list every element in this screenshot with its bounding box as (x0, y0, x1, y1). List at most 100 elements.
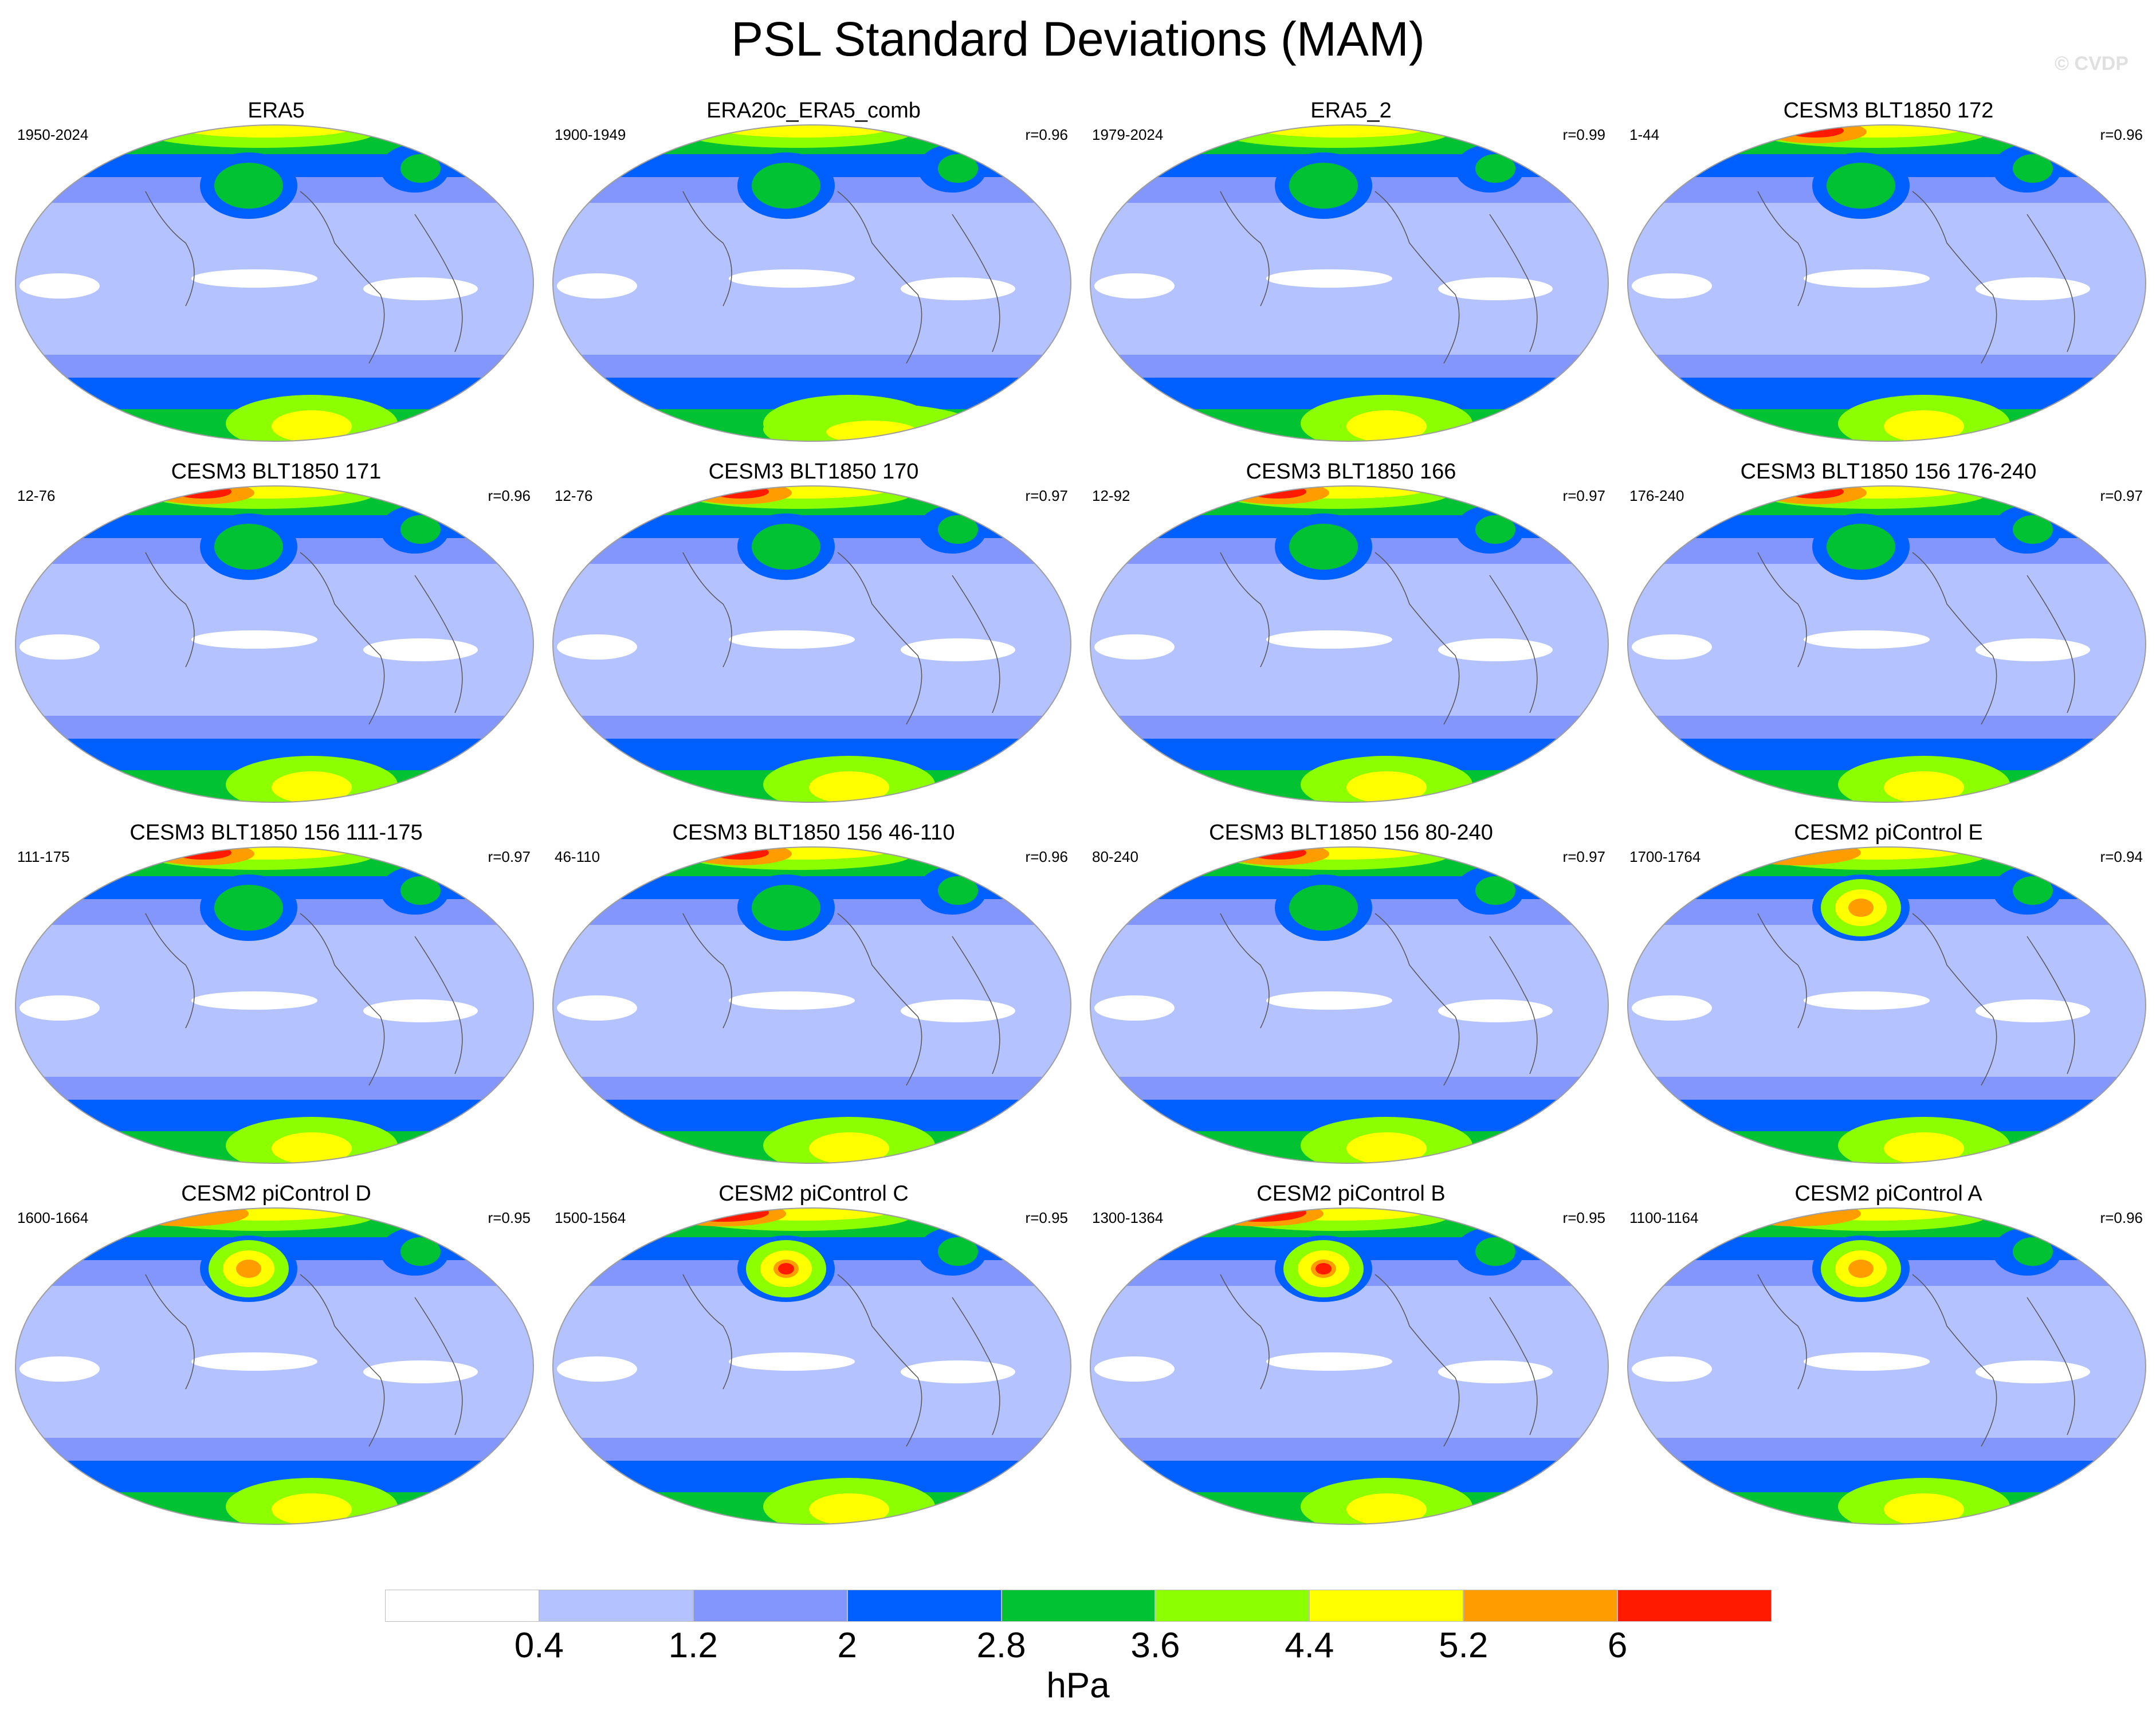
north-atlantic-center (1475, 154, 1515, 183)
colorbar-tick-label: 6 (1607, 1626, 1628, 1665)
north-pacific-center (1848, 1260, 1874, 1278)
field-minimum (1266, 269, 1392, 288)
colorbar-swatch (693, 1590, 847, 1622)
colorbar-tick-label: 3.6 (1130, 1626, 1180, 1665)
map-panel: CESM2 piControl B 1300-1364 r=0.95 (1082, 1180, 1620, 1525)
southern-ocean-center (1884, 1132, 1964, 1163)
panel-title: ERA20c_ERA5_comb (706, 99, 921, 123)
panel-title: CESM2 piControl A (1794, 1182, 1982, 1206)
panel-period: 1-44 (1629, 126, 1660, 143)
panel-period: 1500-1564 (555, 1209, 626, 1226)
panel-title: CESM2 piControl C (718, 1182, 909, 1206)
southern-ocean-center (272, 1132, 352, 1163)
southern-ocean-center (1346, 1493, 1427, 1524)
psl-field (15, 1208, 533, 1524)
robinson-map (1090, 485, 1609, 803)
coastline (682, 1274, 1000, 1447)
map-outline (1627, 485, 2146, 803)
panel-title: CESM2 piControl E (1794, 821, 1983, 845)
coastline (145, 913, 463, 1086)
panel-pattern-correlation: r=0.96 (488, 487, 531, 504)
field-minimum (1094, 1356, 1175, 1382)
north-atlantic-center (1475, 515, 1515, 544)
field-minimum (191, 269, 317, 288)
panel-period: 111-175 (17, 848, 70, 865)
coastline (1220, 552, 1538, 725)
field-band (15, 1077, 533, 1100)
panel-period: 12-76 (555, 487, 593, 504)
southern-ocean-center (272, 410, 352, 441)
panel-pattern-correlation: r=0.95 (1562, 1209, 1605, 1226)
panel-period: 1600-1664 (17, 1209, 89, 1226)
panel-title: CESM3 BLT1850 172 (1783, 99, 1994, 123)
map-panel: CESM3 BLT1850 170 12-76 r=0.97 (544, 458, 1083, 803)
map-panel: ERA5_2 1979-2024 r=0.99 (1082, 97, 1620, 442)
field-band (15, 355, 533, 378)
panel-period: 1100-1164 (1629, 1209, 1699, 1226)
map-outline (552, 124, 1071, 442)
southern-ocean-center (1346, 410, 1427, 441)
coastline (1220, 1274, 1538, 1447)
colorbar-swatch (1617, 1590, 1772, 1622)
north-pacific-center (778, 1263, 794, 1274)
field-minimum (557, 1356, 637, 1382)
map-outline (552, 485, 1071, 803)
coastline (1220, 191, 1538, 364)
field-minimum (363, 638, 478, 661)
colorbar-swatch (847, 1590, 1002, 1622)
map-outline (1627, 846, 2146, 1164)
map-outline (1627, 124, 2146, 442)
field-band (15, 1438, 533, 1461)
field-minimum (901, 638, 1015, 661)
field-minimum (1438, 638, 1553, 661)
colorbar-swatch (539, 1590, 693, 1622)
field-band (553, 1438, 1071, 1461)
field-band (1628, 716, 2146, 739)
map-outline (552, 846, 1071, 1164)
robinson-map (552, 1207, 1071, 1525)
field-minimum (1976, 638, 2090, 661)
coastline (1757, 552, 2075, 725)
figure-title: PSL Standard Deviations (MAM) (731, 12, 1425, 66)
panel-period: 1700-1764 (1629, 848, 1701, 865)
coastline (1757, 191, 2075, 364)
panel-title: CESM3 BLT1850 156 46-110 (672, 821, 955, 845)
panel-title: CESM3 BLT1850 156 176-240 (1740, 460, 2037, 484)
map-panel: ERA20c_ERA5_comb 1900-1949 r=0.96 (544, 97, 1083, 442)
north-atlantic-center (2013, 876, 2053, 905)
robinson-map (15, 1207, 534, 1525)
field-minimum (1438, 1360, 1553, 1383)
map-outline (552, 1207, 1071, 1525)
map-panel: ERA5 1950-2024 (7, 97, 545, 442)
panel-period: 1979-2024 (1092, 126, 1164, 143)
southern-ocean-center (272, 771, 352, 802)
field-minimum (901, 999, 1015, 1022)
map-panel: CESM3 BLT1850 156 111-175 111-175 r=0.97 (7, 819, 545, 1164)
panel-title: CESM3 BLT1850 166 (1246, 460, 1456, 484)
southern-ocean-center (809, 1493, 889, 1524)
north-pacific-center (1848, 899, 1874, 917)
colorbar-units: hPa (1046, 1666, 1110, 1705)
field-minimum (557, 273, 637, 299)
panel-pattern-correlation: r=0.97 (1562, 487, 1605, 504)
map-outline (15, 846, 534, 1164)
field-minimum (1632, 634, 1712, 660)
north-pacific-center (752, 885, 820, 931)
field-minimum (1976, 1360, 2090, 1383)
field-minimum (191, 991, 317, 1010)
panel-period: 46-110 (555, 848, 600, 865)
north-pacific-center (214, 524, 283, 570)
panel-title: CESM2 piControl D (181, 1182, 371, 1206)
north-atlantic-center (938, 515, 978, 544)
map-panel: CESM3 BLT1850 171 12-76 r=0.96 (7, 458, 545, 803)
panel-period: 1950-2024 (17, 126, 89, 143)
field-minimum (363, 999, 478, 1022)
robinson-map (1090, 846, 1609, 1164)
southern-ocean-center (1346, 771, 1427, 802)
north-atlantic-center (938, 1237, 978, 1266)
field-band (1090, 1077, 1608, 1100)
panel-pattern-correlation: r=0.96 (1025, 848, 1068, 865)
north-atlantic-center (400, 1237, 441, 1266)
field-band (15, 716, 533, 739)
north-atlantic-center (400, 876, 441, 905)
